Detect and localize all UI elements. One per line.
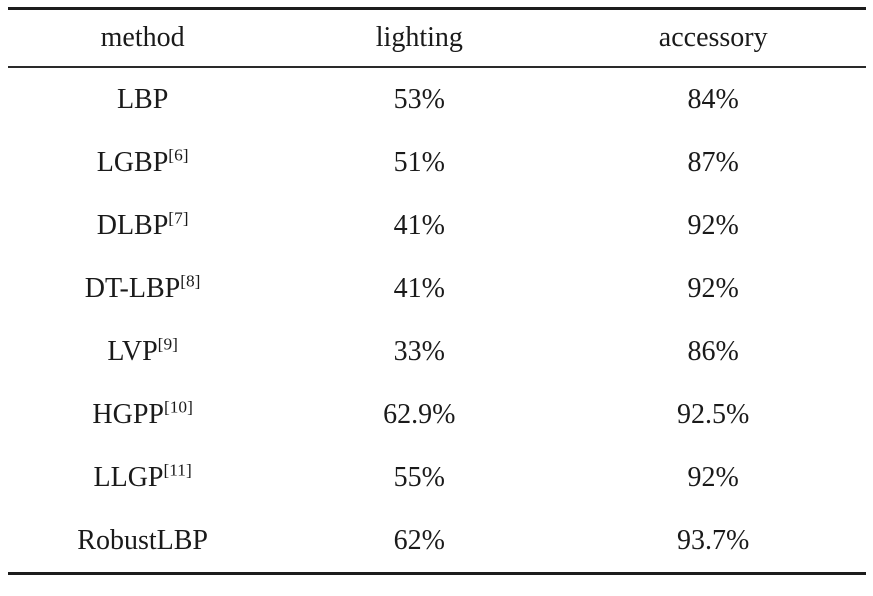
accessory-value-cell: 93.7% xyxy=(677,524,750,556)
table-row: HGPP[10] 62.9% 92.5% xyxy=(8,383,866,446)
accessory-value-cell: 92% xyxy=(687,272,739,304)
method-name: LLGP xyxy=(93,461,164,493)
lighting-value-cell: 62.9% xyxy=(383,398,456,430)
method-comparison-table: method lighting accessory LBP 53% 84% LGBP[… xyxy=(7,7,866,575)
results-table-container: method lighting accessory LBP 53% 84% LGBP[… xyxy=(7,7,866,575)
method-cell: DLBP[7] xyxy=(8,194,278,257)
citation-reference: [8] xyxy=(180,271,201,291)
citation-reference: [6] xyxy=(168,145,189,165)
method-name: LBP xyxy=(116,83,169,115)
table-row: DT-LBP[8] 41% 92% xyxy=(8,257,866,320)
accessory-value-cell: 92% xyxy=(687,209,739,241)
method-cell: RobustLBP xyxy=(8,509,278,574)
citation-reference: [7] xyxy=(168,208,189,228)
accessory-value-cell: 87% xyxy=(687,146,739,178)
lighting-value-cell: 41% xyxy=(393,209,445,241)
method-name: LVP xyxy=(107,335,158,367)
method-cell: LGBP[6] xyxy=(8,131,278,194)
lighting-value-cell: 41% xyxy=(393,272,445,304)
table-row: LBP 53% 84% xyxy=(8,67,866,131)
method-cell: LLGP[11] xyxy=(8,446,278,509)
column-header-method: method xyxy=(7,8,278,68)
method-name: LGBP xyxy=(96,146,169,178)
lighting-value-cell: 33% xyxy=(393,335,445,367)
lighting-value-cell: 55% xyxy=(393,461,445,493)
lighting-value-cell: 53% xyxy=(393,83,445,115)
method-cell: HGPP[10] xyxy=(8,383,278,446)
method-cell: DT-LBP[8] xyxy=(8,257,278,320)
method-name: RobustLBP xyxy=(77,524,208,556)
table-header-row: method lighting accessory xyxy=(7,8,866,68)
accessory-value-cell: 92.5% xyxy=(677,398,750,430)
accessory-value-cell: 92% xyxy=(687,461,739,493)
table-row: LGBP[6] 51% 87% xyxy=(8,131,866,194)
method-name: HGPP xyxy=(92,398,164,430)
method-name: DT-LBP xyxy=(84,272,181,304)
method-cell: LBP xyxy=(8,67,278,131)
lighting-value-cell: 62% xyxy=(393,524,445,556)
accessory-value-cell: 84% xyxy=(687,83,739,115)
table-row: LVP[9] 33% 86% xyxy=(8,320,866,383)
citation-reference: [11] xyxy=(163,460,192,480)
table-row: RobustLBP 62% 93.7% xyxy=(8,509,866,574)
table-body: LBP 53% 84% LGBP[6] 51% 87% DLBP[7] 41% 92% DT-LB… xyxy=(8,67,866,574)
method-name: DLBP xyxy=(96,209,169,241)
column-header-lighting: lighting xyxy=(277,8,561,68)
column-header-accessory: accessory xyxy=(560,8,866,68)
citation-reference: [10] xyxy=(163,397,193,417)
citation-reference: [9] xyxy=(157,334,178,354)
lighting-value-cell: 51% xyxy=(393,146,445,178)
table-row: DLBP[7] 41% 92% xyxy=(8,194,866,257)
method-cell: LVP[9] xyxy=(8,320,278,383)
table-row: LLGP[11] 55% 92% xyxy=(8,446,866,509)
accessory-value-cell: 86% xyxy=(687,335,739,367)
